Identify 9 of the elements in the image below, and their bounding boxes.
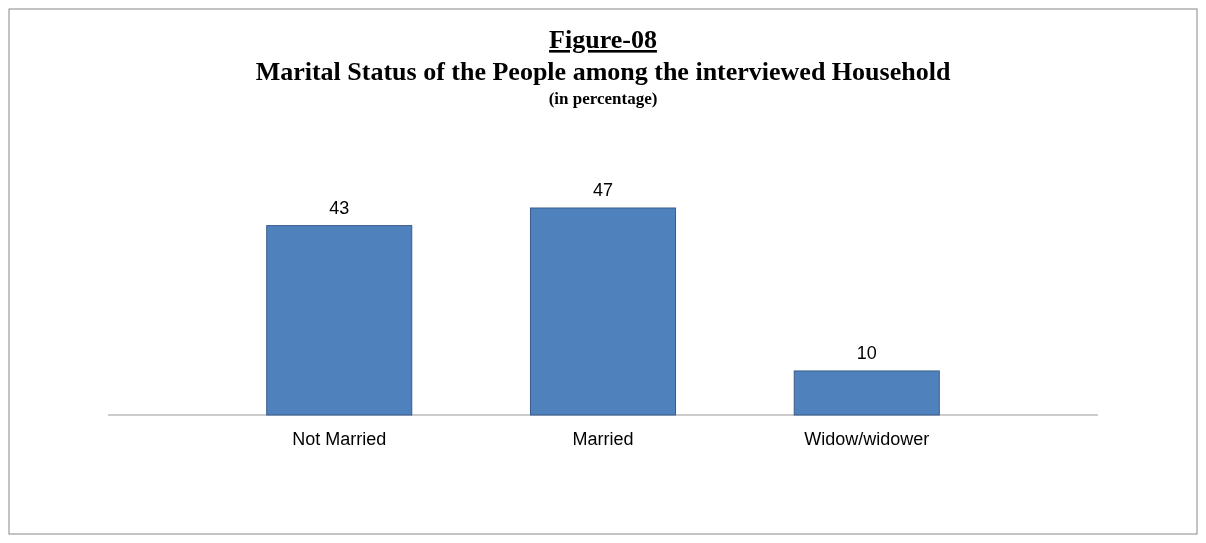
chart-subtitle: Marital Status of the People among the interviewed Household (255, 57, 951, 86)
text: (in percentage) (548, 89, 658, 108)
data-label: 43 (329, 197, 350, 218)
chart-title: Figure-08 (549, 25, 657, 54)
data-label: 47 (592, 180, 614, 200)
x-tick-label: Widow/widower (804, 429, 930, 449)
x-tick-label: Not Married (292, 429, 387, 449)
data-label: 10 (856, 342, 877, 363)
x-tick-label: Married (572, 429, 634, 449)
